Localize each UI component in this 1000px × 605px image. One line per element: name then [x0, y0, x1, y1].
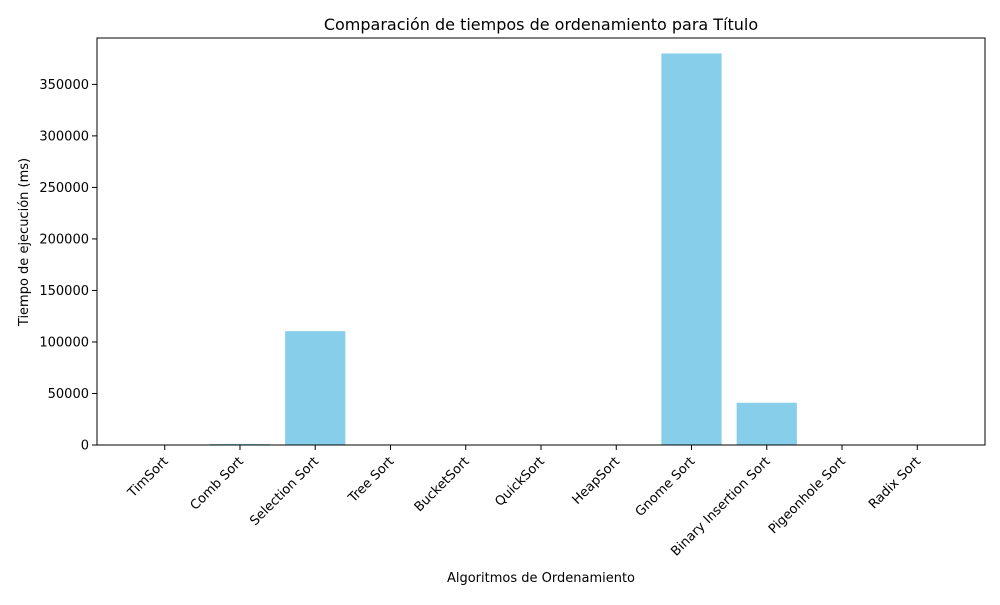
- y-tick-label: 200000: [39, 232, 89, 247]
- x-tick-label: Pigeonhole Sort: [766, 454, 849, 537]
- bar-selection-sort: [285, 331, 345, 445]
- y-tick-label: 250000: [39, 181, 89, 196]
- y-tick-label: 100000: [39, 335, 89, 350]
- y-axis-label: Tiempo de ejecución (ms): [17, 158, 32, 327]
- bar-binary-insertion-sort: [737, 403, 797, 445]
- x-tick-label: HeapSort: [570, 454, 623, 507]
- y-tick-label: 300000: [39, 129, 89, 144]
- x-tick-label: Gnome Sort: [633, 454, 699, 520]
- x-tick-label: Radix Sort: [866, 454, 924, 512]
- y-tick-label: 50000: [48, 387, 89, 402]
- x-tick-label: QuickSort: [492, 454, 547, 509]
- y-tick-label: 350000: [39, 78, 89, 93]
- plot-frame: [97, 38, 985, 445]
- y-tick-label: 0: [81, 439, 89, 454]
- bars-group: [135, 53, 948, 445]
- x-tick-label: BucketSort: [412, 454, 473, 515]
- x-axis-label: Algoritmos de Ordenamiento: [447, 571, 635, 586]
- chart-title: Comparación de tiempos de ordenamiento p…: [324, 15, 758, 34]
- x-tick-label: TimSort: [125, 454, 172, 501]
- x-tick-label: Comb Sort: [188, 454, 247, 513]
- x-tick-label: Tree Sort: [345, 454, 397, 506]
- bar-gnome-sort: [661, 53, 721, 445]
- x-tick-label: Selection Sort: [247, 454, 322, 529]
- y-tick-label: 150000: [39, 284, 89, 299]
- y-axis-ticks: 0 50000 100000 150000 200000 250000 300000 3500…: [39, 78, 97, 454]
